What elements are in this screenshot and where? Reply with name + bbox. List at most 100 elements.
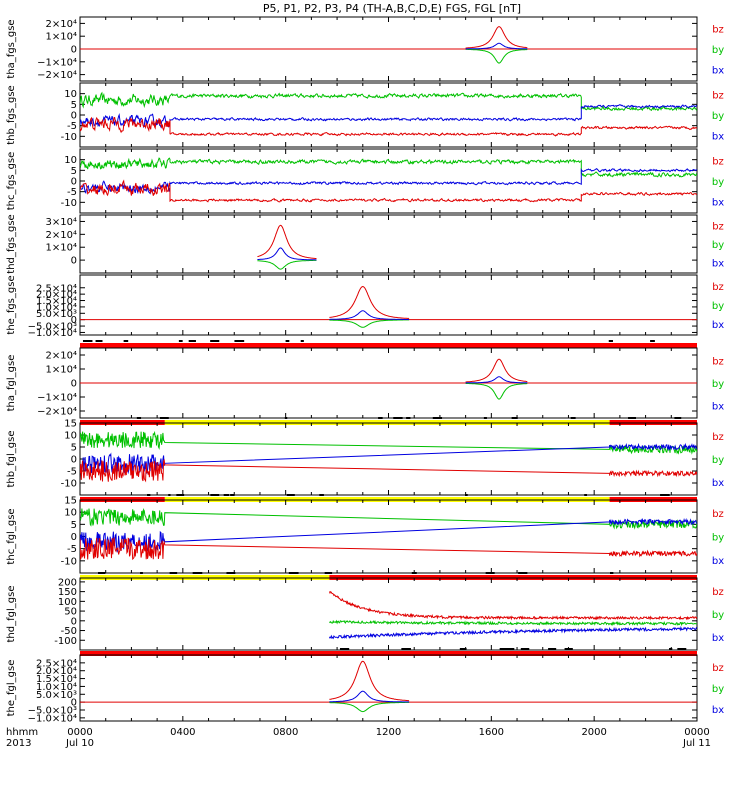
- status-marker: [669, 648, 673, 650]
- panel-frame: [79, 499, 698, 574]
- status-marker: [520, 648, 530, 650]
- y-tick-label: 5.0×10³: [36, 309, 77, 320]
- y-tick-label: 1×10⁴: [46, 32, 77, 43]
- x-tick-label: 1600: [479, 727, 504, 738]
- component-label-by: by: [712, 455, 724, 466]
- status-marker: [284, 417, 288, 419]
- y-tick-label: −2×10⁴: [37, 70, 77, 81]
- status-marker: [610, 572, 614, 574]
- x-tick-label: 1200: [376, 727, 401, 738]
- status-marker: [176, 494, 185, 496]
- series-bx: [329, 690, 410, 703]
- panel-ylabel: thc_fgl_gse: [6, 508, 17, 564]
- panel-frame: [79, 214, 698, 274]
- panel-data: [80, 285, 697, 328]
- series-bz: [328, 590, 697, 621]
- status-marker: [677, 648, 687, 650]
- series-by: [80, 91, 697, 112]
- y-tick-label: 0: [71, 315, 77, 326]
- status-marker: [378, 417, 383, 419]
- panel-data: [80, 91, 697, 137]
- y-tick-label: -10: [61, 556, 77, 567]
- panel-ylabel: the_fgl_gse: [6, 660, 17, 717]
- status-marker: [432, 417, 443, 419]
- series-bz: [257, 224, 317, 260]
- component-label-by: by: [712, 240, 724, 251]
- component-label-bx: bx: [712, 478, 724, 489]
- y-tick-label: 0: [71, 698, 77, 709]
- series-bx: [465, 42, 528, 50]
- panel-ylabel: tha_fgs_gse: [6, 19, 17, 78]
- y-tick-label: -5: [67, 467, 77, 478]
- y-tick-label: -10: [61, 479, 77, 490]
- y-tick-label: 2.0×10⁴: [36, 666, 77, 677]
- x-date-label: Jul 11: [682, 738, 711, 749]
- panel-tha_fgl_gse: tha_fgl_gse 2×10⁴ 1×10⁴ 0 −1×10⁴ −2×10⁴ bz by bx: [6, 347, 724, 425]
- component-label-bx: bx: [712, 197, 724, 208]
- panel-ylabel: tha_fgl_gse: [6, 355, 17, 412]
- series-by: [329, 619, 697, 627]
- status-marker: [564, 648, 573, 650]
- component-label-by: by: [712, 301, 724, 312]
- status-marker: [411, 572, 417, 574]
- y-tick-label: 10: [64, 155, 77, 166]
- series-by: [80, 157, 697, 178]
- status-marker: [123, 340, 129, 342]
- y-tick-label: −2×10⁴: [37, 407, 77, 418]
- series-bx: [80, 168, 697, 195]
- status-marker: [674, 417, 682, 419]
- y-tick-label: 15: [64, 419, 77, 430]
- panel-ylabel: the_fgs_gse: [6, 275, 17, 334]
- panel-the_fgs_gse: the_fgs_gse 2.5×10⁴2.0×10⁴1.5×10⁴1.0×10⁴5…: [6, 274, 724, 348]
- panels: tha_fgs_gse 2×10⁴1×10⁴0−1×10⁴−2×10⁴bzbybx…: [6, 16, 724, 724]
- status-marker: [234, 340, 245, 342]
- panel-ylabel: thd_fgs_gse: [6, 214, 17, 273]
- panel-ylabel: thc_fgs_gse: [6, 152, 17, 211]
- y-tick-label: 1.0×10⁴: [36, 682, 77, 693]
- panel-thd_fgs_gse: thd_fgs_gse 3×10⁴ 2×10⁴ 1×10⁴ 0 bz by bx: [6, 214, 724, 273]
- y-tick-label: 2×10⁴: [46, 351, 77, 362]
- x-tick-label: 2000: [581, 727, 606, 738]
- status-marker: [506, 648, 515, 650]
- status-marker: [210, 494, 220, 496]
- y-tick-label: 100: [58, 597, 77, 608]
- series-by: [465, 382, 528, 400]
- status-marker: [319, 494, 324, 496]
- y-tick-label: −1.0×10⁴: [28, 328, 77, 339]
- series-bz: [80, 116, 697, 137]
- status-marker: [286, 494, 295, 496]
- status-marker: [628, 417, 636, 419]
- y-tick-label: -10: [61, 132, 77, 143]
- series-bx: [329, 310, 410, 320]
- status-marker: [459, 648, 467, 650]
- panel-ylabel: thb_fgl_gse: [6, 431, 17, 488]
- y-tick-label: 0: [71, 45, 77, 56]
- y-tick-label: 2.5×10⁴: [36, 283, 77, 294]
- y-tick-label: 1.5×10⁴: [36, 296, 77, 307]
- status-marker: [98, 572, 106, 574]
- status-marker: [401, 648, 409, 650]
- panel-data: [80, 508, 697, 561]
- y-tick-label: 15: [64, 496, 77, 507]
- status-marker: [499, 648, 508, 650]
- component-label-bx: bx: [712, 401, 724, 412]
- component-label-by: by: [712, 610, 724, 621]
- y-tick-label: 0: [71, 616, 77, 627]
- component-label-by: by: [712, 111, 724, 122]
- component-label-bz: bz: [712, 282, 724, 293]
- panel-frame: [79, 148, 698, 214]
- component-label-bz: bz: [712, 25, 724, 36]
- y-tick-label: 5: [71, 443, 77, 454]
- y-tick-label: −5.0×10³: [28, 322, 77, 333]
- series-bx: [328, 625, 697, 640]
- x-tick-label: 0000: [67, 727, 92, 738]
- y-tick-label: 1×10⁴: [46, 243, 77, 254]
- status-marker: [393, 417, 403, 419]
- component-label-by: by: [712, 379, 724, 390]
- status-marker: [285, 340, 290, 342]
- x-axis-left-label: hhmm: [6, 727, 38, 738]
- y-tick-label: 0: [71, 111, 77, 122]
